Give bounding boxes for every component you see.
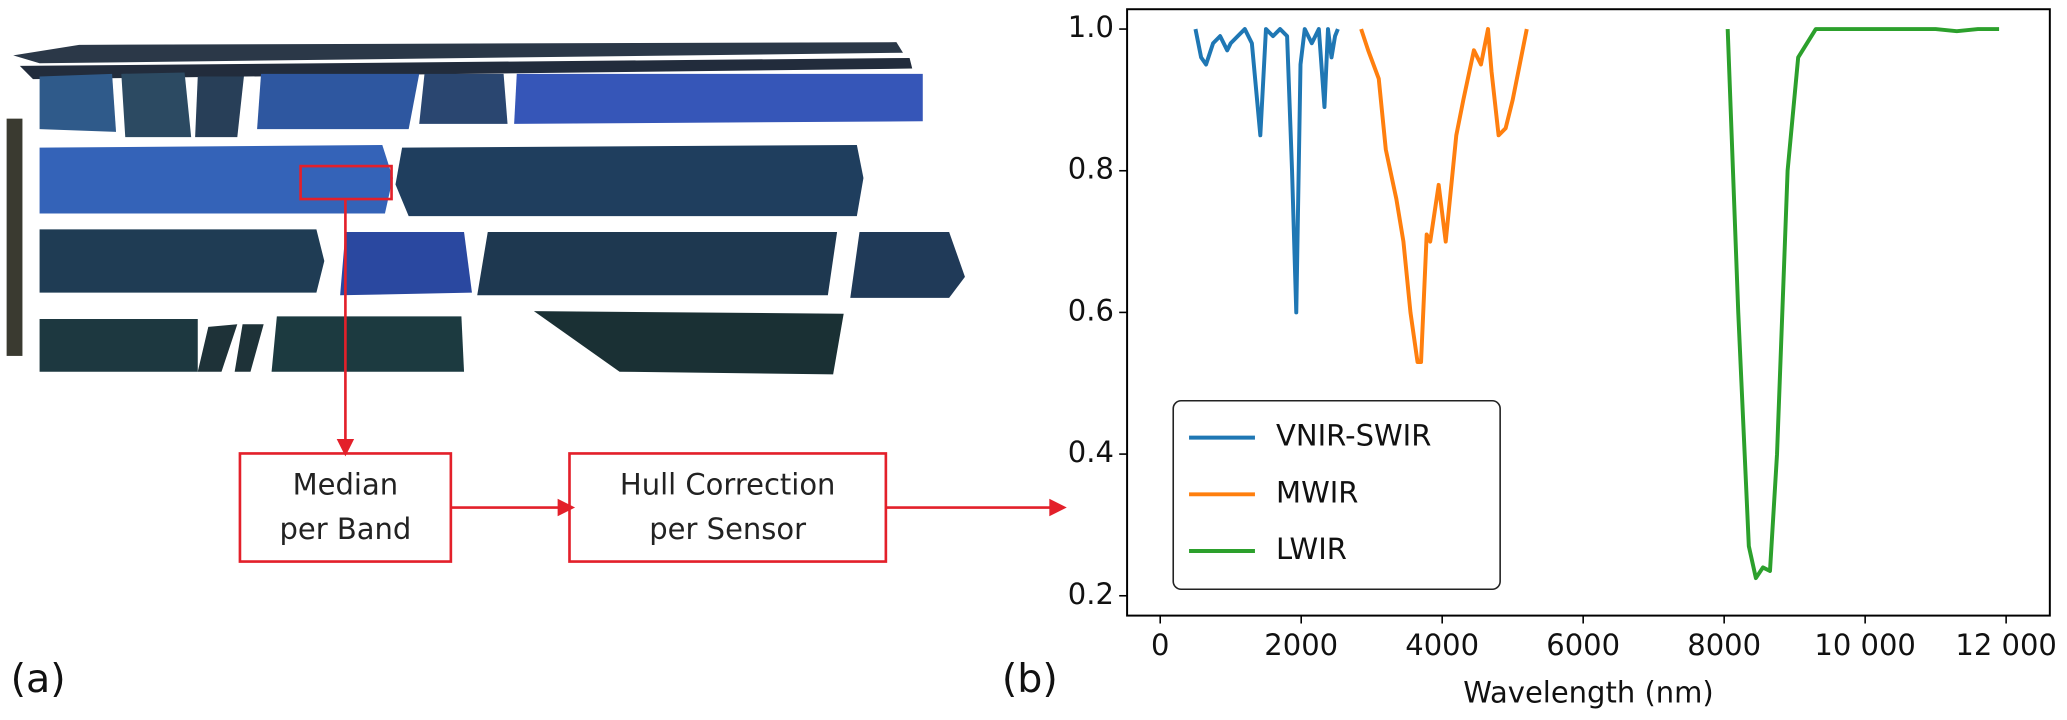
core-piece bbox=[39, 229, 325, 293]
x-tick-label: 12 000 bbox=[1955, 628, 2056, 662]
x-tick-label: 10 000 bbox=[1814, 628, 1915, 662]
core-piece bbox=[234, 324, 264, 372]
panel-label: (a) bbox=[11, 656, 66, 702]
panel-label: (b) bbox=[1002, 656, 1058, 702]
x-tick-label: 6000 bbox=[1546, 628, 1620, 662]
series-line bbox=[1193, 27, 1340, 315]
x-tick-label: 8000 bbox=[1687, 628, 1761, 662]
legend-label: VNIR-SWIR bbox=[1276, 419, 1431, 453]
core-piece bbox=[197, 324, 238, 372]
legend-box bbox=[1172, 399, 1501, 591]
core-piece bbox=[39, 319, 198, 372]
core-images bbox=[6, 42, 965, 375]
box-text: per Sensor bbox=[649, 512, 806, 546]
core-piece bbox=[850, 232, 965, 298]
arrow-head bbox=[1049, 498, 1067, 517]
core-piece bbox=[340, 232, 472, 296]
y-tick-label: 0.8 bbox=[1068, 152, 1114, 186]
y-tick-label: 0.4 bbox=[1068, 435, 1114, 469]
core-piece bbox=[195, 76, 244, 138]
y-tick-label: 0.2 bbox=[1068, 577, 1114, 611]
core-piece bbox=[395, 145, 864, 217]
core-strip bbox=[13, 42, 903, 64]
core-piece bbox=[477, 232, 838, 296]
core-piece bbox=[39, 73, 117, 132]
box-text: Hull Correction bbox=[620, 467, 836, 501]
y-tick-label: 0.6 bbox=[1068, 293, 1114, 327]
core-piece bbox=[533, 311, 844, 375]
x-tick-label: 2000 bbox=[1264, 628, 1338, 662]
box-text: per Band bbox=[279, 512, 411, 546]
arrow-head bbox=[336, 438, 355, 457]
legend-label: MWIR bbox=[1276, 475, 1358, 509]
core-piece bbox=[257, 73, 420, 130]
core-piece bbox=[419, 73, 508, 124]
core-edge bbox=[6, 118, 23, 356]
legend-label: LWIR bbox=[1276, 532, 1347, 566]
series-line bbox=[1725, 27, 2000, 581]
arrow-head bbox=[557, 498, 576, 517]
x-axis-label: Wavelength (nm) bbox=[1463, 676, 1714, 710]
box-text: Median bbox=[293, 467, 398, 501]
x-tick-label: 4000 bbox=[1405, 628, 1479, 662]
core-piece bbox=[271, 316, 465, 372]
series-line bbox=[1359, 27, 1529, 364]
x-tick-label: 0 bbox=[1151, 628, 1169, 662]
core-piece bbox=[514, 73, 923, 124]
y-tick-label: 1.0 bbox=[1068, 10, 1114, 44]
core-strip bbox=[19, 58, 913, 80]
core-piece bbox=[39, 145, 393, 214]
core-piece bbox=[121, 72, 192, 138]
flow bbox=[238, 164, 1067, 563]
